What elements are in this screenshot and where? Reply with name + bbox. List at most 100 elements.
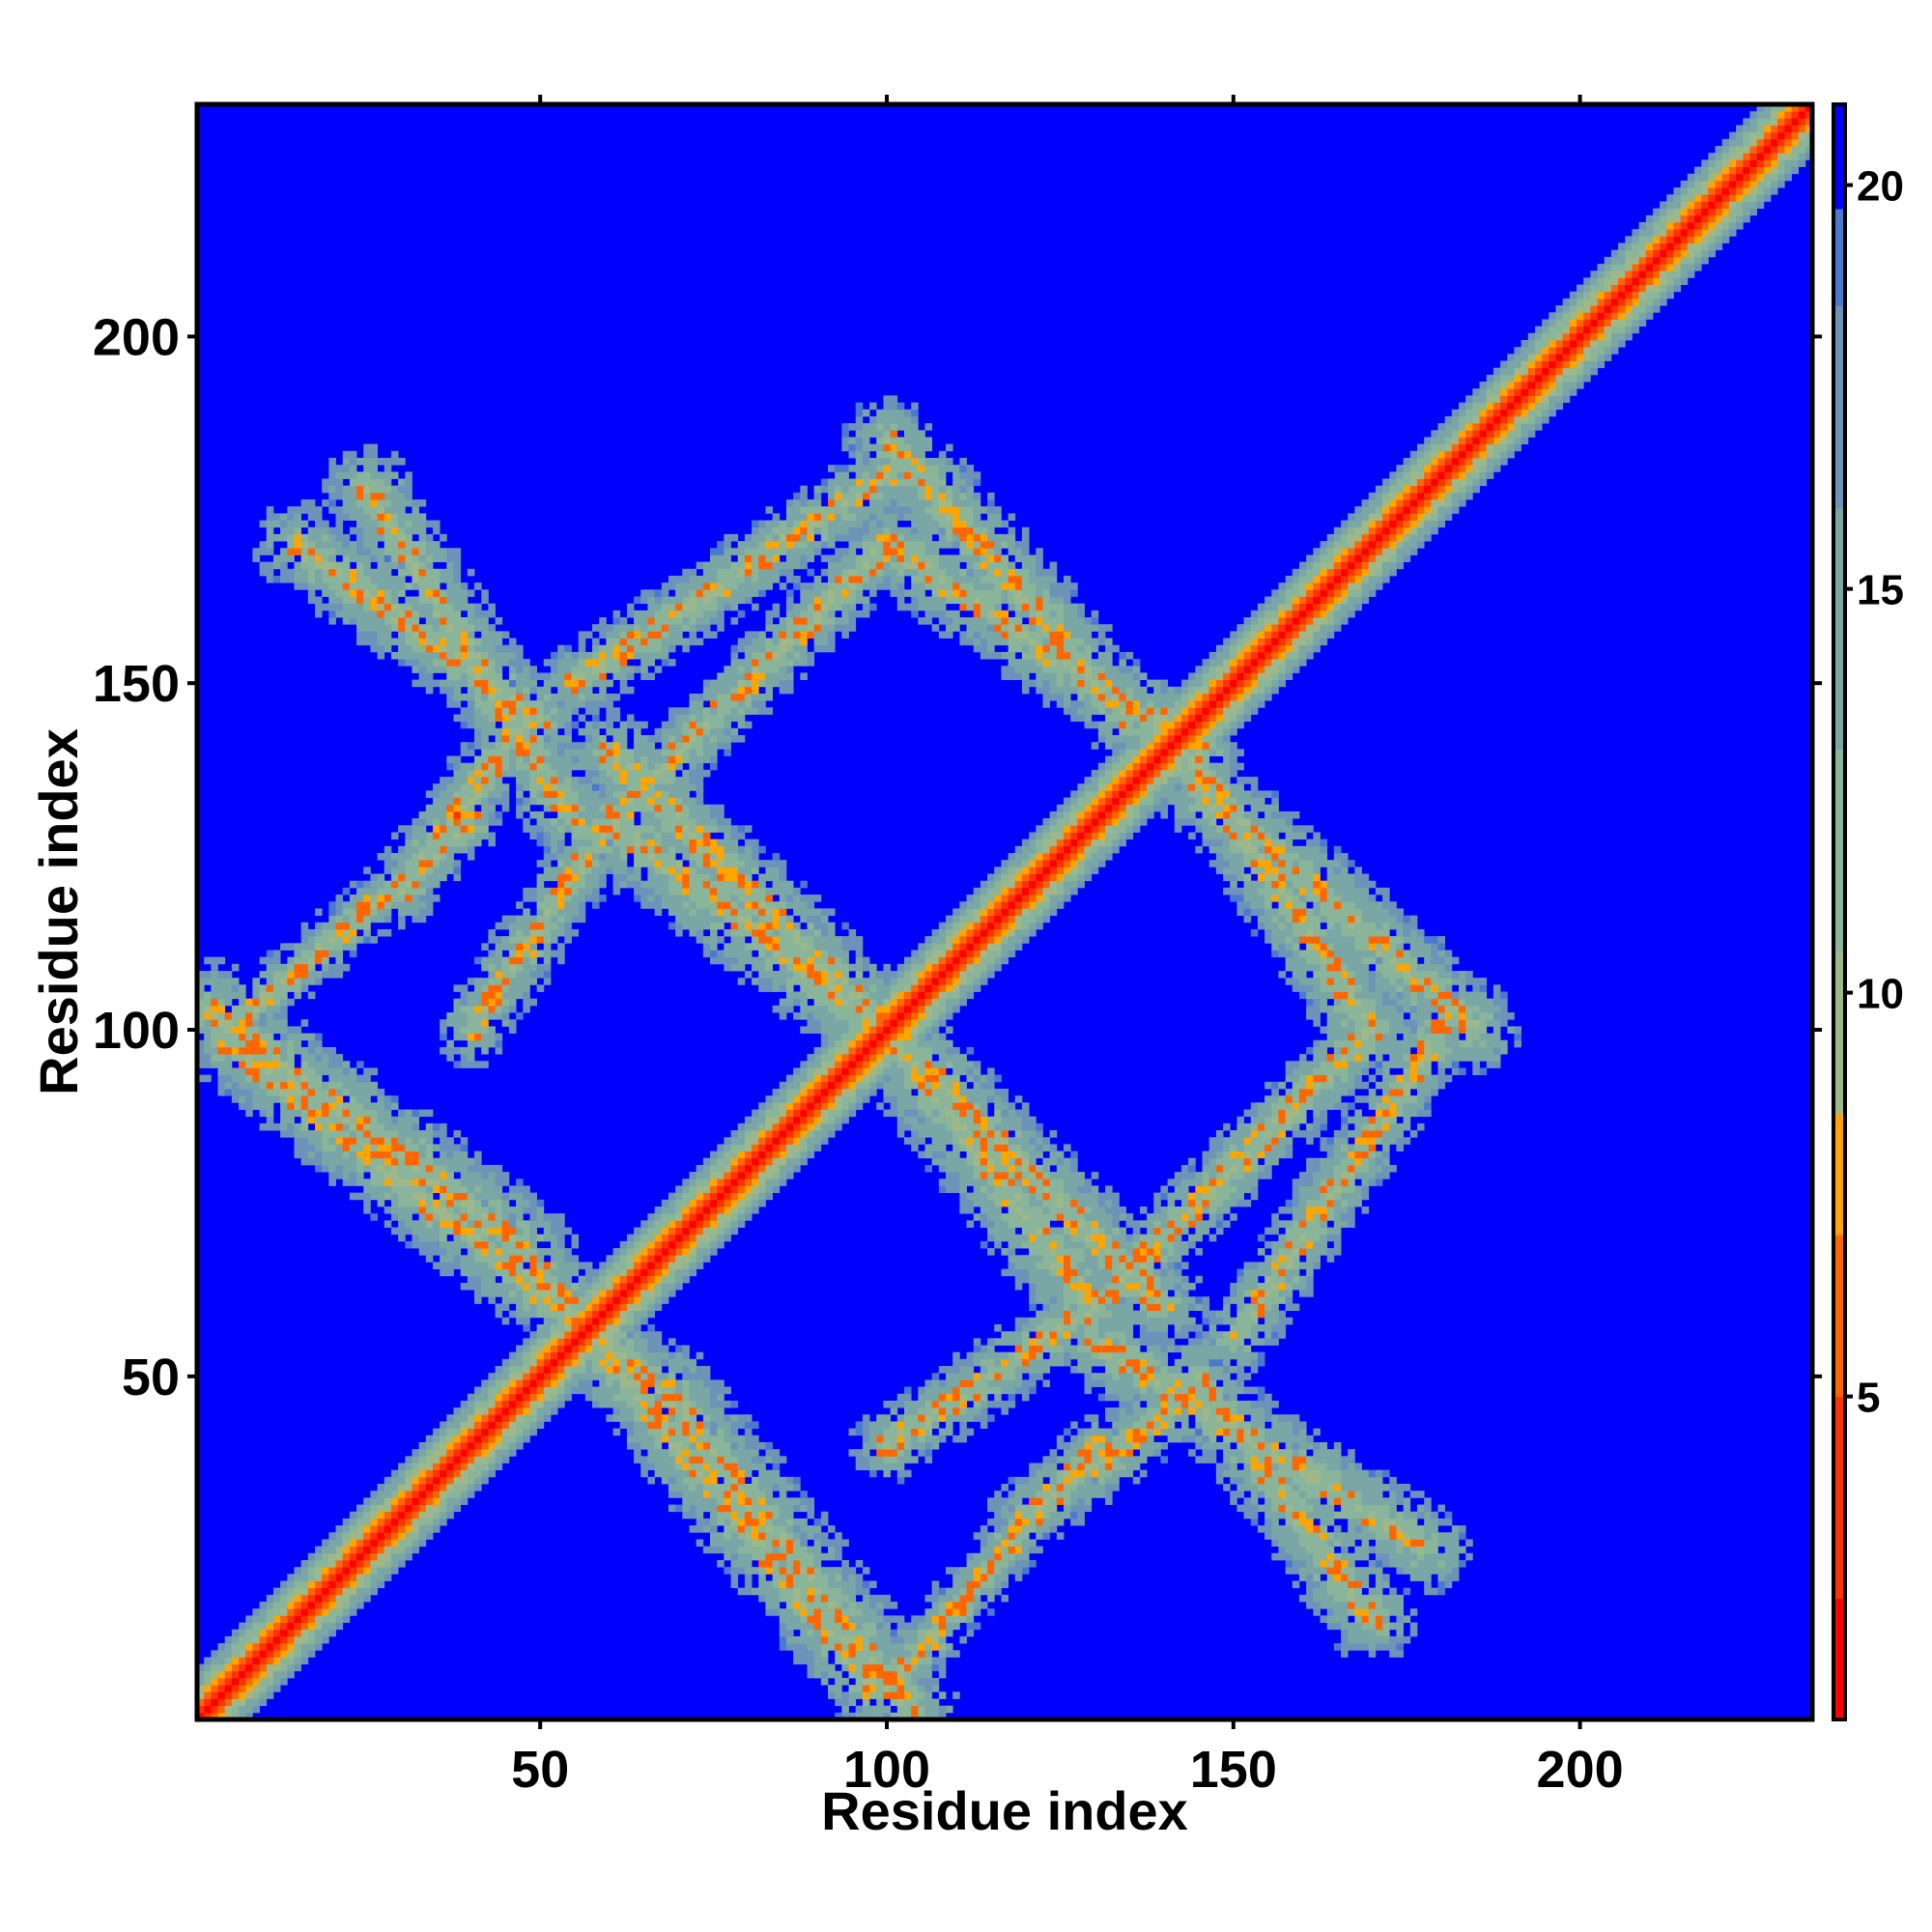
heatmap-cell [501,1303,510,1312]
heatmap-cell [446,1220,454,1228]
heatmap-cell [446,1172,454,1179]
heatmap-cell [661,1351,669,1360]
heatmap-cell [724,908,731,916]
heatmap-cell [501,956,510,965]
heatmap-cell [467,777,475,784]
heatmap-cell [584,721,593,729]
heatmap-cell [647,749,656,756]
heatmap-cell [584,735,593,743]
heatmap-cell [287,978,295,985]
heatmap-cell [307,506,316,514]
heatmap-cell [634,727,641,736]
heatmap-cell [634,624,641,632]
heatmap-cell [272,1005,281,1013]
heatmap-cell [259,1602,268,1609]
heatmap-cell [335,561,344,570]
heatmap-cell [488,631,496,639]
heatmap-cell [342,492,351,500]
heatmap-cell [668,1192,676,1201]
heatmap-cell [668,825,676,833]
heatmap-cell [412,1116,420,1124]
heatmap-cell [702,1366,711,1374]
heatmap-cell [370,908,378,916]
heatmap-cell [571,860,580,867]
heatmap-cell [689,928,697,937]
heatmap-cell [508,714,517,723]
heatmap-cell [529,1303,538,1312]
heatmap-cell [217,1670,226,1679]
heatmap-cell [474,672,482,681]
heatmap-cell [307,541,316,549]
heatmap-cell [432,1220,440,1228]
heatmap-cell [349,1130,357,1138]
heatmap-cell [405,1137,412,1145]
heatmap-cell [654,1331,663,1339]
heatmap-cell [557,1240,565,1249]
heatmap-cell [474,721,482,729]
heatmap-cell [300,1116,309,1124]
heatmap-cell [661,651,669,660]
heatmap-cell [564,659,572,667]
heatmap-cell [474,1435,482,1443]
heatmap-cell [377,1539,385,1547]
heatmap-cell [571,908,580,916]
heatmap-cell [418,582,427,590]
heatmap-cell [405,1456,412,1463]
heatmap-cell [529,1345,538,1353]
heatmap-cell [384,603,392,611]
heatmap-cell [599,1296,607,1304]
heatmap-cell [661,638,669,646]
heatmap-cell [335,1608,344,1616]
heatmap-cell [349,1532,357,1540]
heatmap-cell [654,1441,663,1450]
heatmap-cell [654,1456,663,1463]
heatmap-cell [349,617,357,625]
heatmap-cell [307,513,316,521]
heatmap-cell [398,513,406,521]
heatmap-cell [516,1373,524,1380]
heatmap-cell [259,1081,268,1090]
heatmap-cell [314,1552,323,1561]
heatmap-cell [717,1240,724,1249]
heatmap-cell [467,1469,475,1478]
heatmap-cell [696,797,704,806]
heatmap-cell [412,506,420,514]
heatmap-cell [280,533,288,542]
heatmap-cell [390,1567,399,1575]
heatmap-cell [412,659,420,667]
heatmap-cell [446,1213,454,1221]
heatmap-cell [390,1552,399,1561]
heatmap-cell [689,887,697,895]
heatmap-cell [377,908,385,916]
heatmap-cell [543,1268,552,1277]
heatmap-cell [564,915,572,923]
heatmap-cell [425,832,434,840]
heatmap-cell [307,1054,316,1062]
heatmap-cell [211,1033,218,1041]
heatmap-cell [634,1240,641,1249]
heatmap-cell [342,561,351,570]
heatmap-cell [272,1643,281,1651]
heatmap-cell [328,617,336,625]
heatmap-cell [384,1109,392,1118]
heatmap-cell [377,1518,385,1526]
heatmap-cell [599,832,607,840]
heatmap-cell [730,943,739,951]
heatmap-cell [418,1157,427,1166]
heatmap-cell [307,561,316,570]
heatmap-cell [724,1469,731,1478]
heatmap-cell [724,1497,731,1505]
heatmap-cell [314,1109,323,1118]
heatmap-cell [314,1033,323,1041]
heatmap-cell [467,1206,475,1214]
heatmap-cell [405,554,412,563]
heatmap-cell [239,1643,246,1651]
heatmap-cell [217,1061,226,1068]
heatmap-cell [322,1151,329,1159]
heatmap-cell [501,714,510,723]
heatmap-cell [446,631,454,639]
heatmap-cell [661,1379,669,1387]
heatmap-cell [501,1248,510,1256]
heatmap-cell [425,554,434,563]
heatmap-cell [488,1012,496,1020]
